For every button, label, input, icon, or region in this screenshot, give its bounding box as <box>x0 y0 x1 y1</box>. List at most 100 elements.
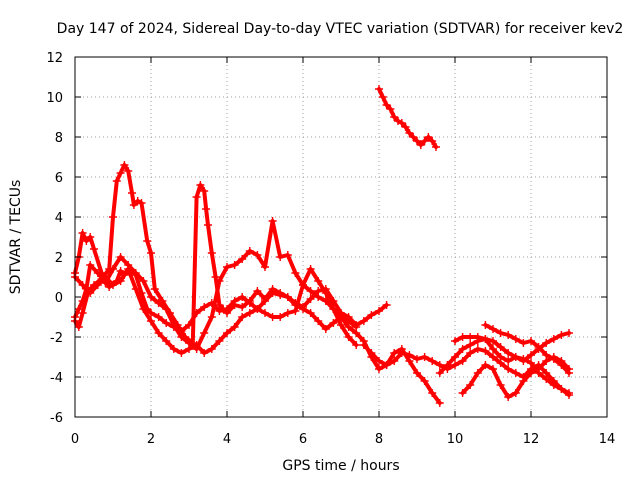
data-point <box>268 313 277 321</box>
data-point <box>230 261 239 269</box>
y-tick-label: 4 <box>55 211 63 226</box>
series-trace <box>483 323 571 375</box>
data-point <box>413 137 421 145</box>
data-point <box>283 251 292 259</box>
data-point <box>314 317 323 325</box>
data-point <box>245 309 254 317</box>
data-point <box>116 277 125 285</box>
data-point <box>511 335 520 343</box>
y-tick-label: -4 <box>50 371 63 386</box>
data-point <box>139 277 148 285</box>
data-point <box>177 349 186 357</box>
data-point <box>204 221 212 229</box>
x-tick-label: 14 <box>599 432 616 447</box>
data-point <box>245 247 254 255</box>
data-point <box>215 301 224 309</box>
series-track-b <box>71 161 361 347</box>
series-trace <box>377 87 438 149</box>
data-point <box>473 369 482 377</box>
data-point <box>352 329 361 337</box>
data-point <box>527 359 535 367</box>
data-point <box>86 289 95 297</box>
data-point <box>390 113 399 121</box>
data-point <box>549 335 558 343</box>
data-point <box>321 325 330 333</box>
data-point <box>337 321 345 329</box>
data-point <box>223 263 231 271</box>
data-point <box>344 333 353 341</box>
data-point <box>375 85 383 93</box>
data-point <box>196 181 205 189</box>
data-point <box>78 297 87 305</box>
data-point <box>504 331 513 339</box>
data-point <box>147 249 155 257</box>
data-point <box>200 349 209 357</box>
data-point <box>565 369 573 377</box>
data-point <box>481 321 490 329</box>
data-point <box>299 305 307 313</box>
data-point <box>109 213 117 221</box>
data-point <box>405 129 414 137</box>
data-point <box>466 381 475 389</box>
data-point <box>557 385 566 393</box>
data-point <box>154 313 163 321</box>
data-point <box>109 281 117 289</box>
data-point <box>143 237 152 245</box>
data-point <box>386 105 395 113</box>
series-track-i <box>481 321 573 377</box>
data-point <box>527 351 535 359</box>
data-point <box>230 323 239 331</box>
data-point <box>390 357 399 365</box>
data-point <box>261 295 269 303</box>
data-point <box>78 281 87 289</box>
data-point <box>557 331 566 339</box>
x-tick-label: 10 <box>447 432 464 447</box>
data-point <box>481 335 490 343</box>
data-point <box>306 309 315 317</box>
data-point <box>306 265 315 273</box>
data-point <box>496 381 505 389</box>
data-point <box>549 355 558 363</box>
data-point <box>428 389 437 397</box>
data-point <box>375 357 383 365</box>
data-point <box>466 349 475 357</box>
data-point <box>185 345 193 353</box>
data-point <box>511 389 520 397</box>
data-point <box>238 293 247 301</box>
data-point <box>519 355 528 363</box>
data-point <box>124 167 133 175</box>
x-tick-label: 2 <box>147 432 155 447</box>
data-point <box>420 137 429 145</box>
data-point <box>223 309 231 317</box>
data-point <box>116 253 125 261</box>
data-point <box>542 339 551 347</box>
data-point <box>169 321 178 329</box>
data-point <box>473 345 482 353</box>
data-point <box>177 333 186 341</box>
data-point <box>458 389 467 397</box>
data-point <box>405 351 414 359</box>
data-point <box>382 301 391 309</box>
data-point <box>432 143 440 151</box>
data-point <box>416 141 425 149</box>
data-point <box>458 345 467 353</box>
y-tick-label: 10 <box>46 91 63 106</box>
y-tick-label: 2 <box>55 251 63 266</box>
data-point <box>276 313 285 321</box>
y-tick-label: -2 <box>50 331 63 346</box>
y-tick-label: 6 <box>55 171 63 186</box>
data-point <box>481 347 490 355</box>
data-point <box>542 375 551 383</box>
data-point <box>74 305 83 313</box>
data-point <box>435 369 444 377</box>
data-point <box>428 357 437 365</box>
data-point <box>496 343 505 351</box>
data-point <box>511 353 520 361</box>
data-point <box>291 307 300 315</box>
data-point <box>496 329 505 337</box>
data-point <box>504 365 513 373</box>
data-series <box>71 85 573 407</box>
data-point <box>519 339 528 347</box>
data-point <box>109 265 117 273</box>
